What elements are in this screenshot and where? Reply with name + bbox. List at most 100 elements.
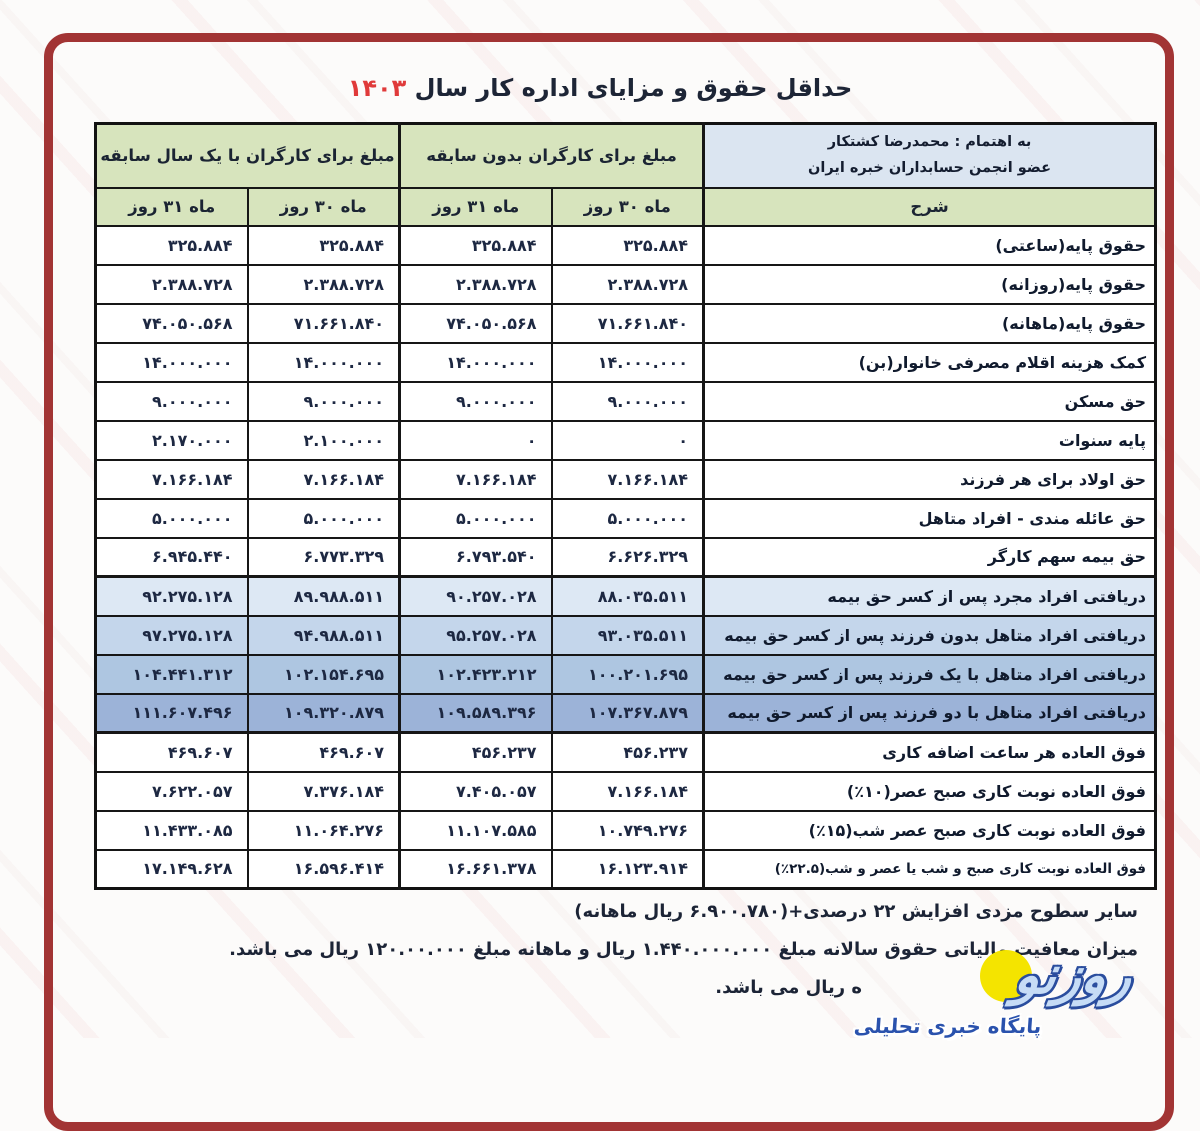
table-row: دریافتی افراد متاهل با یک فرزند پس از کس…	[94, 653, 1157, 695]
footer-note-1: سایر سطوح مزدی افزایش ۲۲ درصدی+(۶.۹۰۰.۷۸…	[574, 901, 1138, 922]
row-label: فوق العاده هر ساعت اضافه کاری	[702, 731, 1157, 773]
row-value: ۹۰.۲۵۷.۰۲۸	[397, 575, 553, 617]
group-header-novice: مبلغ برای کارگران بدون سابقه	[397, 122, 705, 189]
footer-note-3-partial: ه ریال می باشد.	[715, 977, 862, 998]
row-value: ۷.۱۶۶.۱۸۴	[246, 458, 401, 500]
row-value: ۷.۱۶۶.۱۸۴	[550, 770, 705, 812]
row-label: دریافتی افراد متاهل با دو فرزند پس از کس…	[702, 692, 1157, 734]
table-row: حق مسکن ۹.۰۰۰.۰۰۰ ۹.۰۰۰.۰۰۰ ۹.۰۰۰.۰۰۰ ۹.۰۰۰.…	[94, 380, 1157, 422]
row-value: ۶.۶۲۶.۳۲۹	[550, 536, 705, 578]
row-value: ۸۸.۰۳۵.۵۱۱	[550, 575, 705, 617]
row-value: ۱۰۹.۳۲۰.۸۷۹	[246, 692, 401, 734]
row-value: ۱۶.۶۶۱.۳۷۸	[397, 848, 553, 890]
page-title: حداقل حقوق و مزایای اداره کار سال ۱۴۰۳	[0, 74, 1200, 102]
row-value: ۲.۳۸۸.۷۲۸	[94, 263, 249, 305]
logo-name: روزنو	[1011, 946, 1137, 1006]
row-label: حق عائله مندی - افراد متاهل	[702, 497, 1157, 539]
row-value: ۷۱.۶۶۱.۸۴۰	[246, 302, 401, 344]
month30-header-novice: ماه ۳۰ روز	[550, 186, 705, 227]
header-group-row: به اهتمام : محمدرضا کشتکار عضو انجمن حسا…	[94, 122, 1157, 189]
table-row: حقوق پایه(ماهانه) ۷۱.۶۶۱.۸۴۰ ۷۴.۰۵۰.۵۶۸ ۷۱.…	[94, 302, 1157, 344]
roozno-logo: روزنو پایگاه خبری تحلیلی	[848, 946, 1136, 1038]
row-value: ۱۰۹.۵۸۹.۳۹۶	[397, 692, 553, 734]
row-value: ۷.۱۶۶.۱۸۴	[397, 458, 553, 500]
row-value: ۱۰۴.۴۴۱.۳۱۲	[94, 653, 249, 695]
row-value: ۹۴.۹۸۸.۵۱۱	[246, 614, 401, 656]
row-value: ۱۰۲.۱۵۴.۶۹۵	[246, 653, 401, 695]
row-label: فوق العاده نوبت کاری صبح عصر(۱۰٪)	[702, 770, 1157, 812]
table-row: فوق العاده نوبت کاری صبح عصر شب(۱۵٪) ۱۰.۷…	[94, 809, 1157, 851]
row-value: ۳۲۵.۸۸۴	[94, 224, 249, 266]
row-value: ۱۱.۴۳۳.۰۸۵	[94, 809, 249, 851]
table-row: حقوق پایه(روزانه) ۲.۳۸۸.۷۲۸ ۲.۳۸۸.۷۲۸ ۲.۳۸۸…	[94, 263, 1157, 305]
row-value: ۷۴.۰۵۰.۵۶۸	[94, 302, 249, 344]
month31-header-experienced: ماه ۳۱ روز	[94, 186, 249, 227]
row-value: ۱۴.۰۰۰.۰۰۰	[550, 341, 705, 383]
table-row: دریافتی افراد متاهل با دو فرزند پس از کس…	[94, 692, 1157, 734]
row-value: ۴۶۹.۶۰۷	[94, 731, 249, 773]
row-value: ۱۷.۱۴۹.۶۲۸	[94, 848, 249, 890]
row-value: ۴۵۶.۲۳۷	[397, 731, 553, 773]
table-row: فوق العاده نوبت کاری صبح عصر(۱۰٪) ۷.۱۶۶.۱…	[94, 770, 1157, 812]
row-value: ۱۶.۱۲۳.۹۱۴	[550, 848, 705, 890]
logo-sun-icon	[980, 950, 1032, 1002]
row-label: دریافتی افراد متاهل بدون فرزند پس از کسر…	[702, 614, 1157, 656]
row-value: ۹۲.۲۷۵.۱۲۸	[94, 575, 249, 617]
row-value: ۷.۱۶۶.۱۸۴	[550, 458, 705, 500]
row-value: ۲.۱۰۰.۰۰۰	[246, 419, 401, 461]
row-value: ۱۰۲.۴۲۳.۲۱۲	[397, 653, 553, 695]
month31-header-novice: ماه ۳۱ روز	[397, 186, 553, 227]
table-row: حق اولاد برای هر فرزند ۷.۱۶۶.۱۸۴ ۷.۱۶۶.۱۸۴…	[94, 458, 1157, 500]
row-value: ۹۷.۲۷۵.۱۲۸	[94, 614, 249, 656]
row-value: ۷۱.۶۶۱.۸۴۰	[550, 302, 705, 344]
row-label: پایه سنوات	[702, 419, 1157, 461]
row-label: فوق العاده نوبت کاری صبح عصر شب(۱۵٪)	[702, 809, 1157, 851]
row-value: ۹۵.۲۵۷.۰۲۸	[397, 614, 553, 656]
row-value: ۶.۹۴۵.۴۴۰	[94, 536, 249, 578]
row-value: ۹.۰۰۰.۰۰۰	[94, 380, 249, 422]
row-value: ۲.۳۸۸.۷۲۸	[246, 263, 401, 305]
row-value: ۷.۴۰۵.۰۵۷	[397, 770, 553, 812]
row-value: ۳۲۵.۸۸۴	[397, 224, 553, 266]
row-label: کمک هزینه اقلام مصرفی خانوار(بن)	[702, 341, 1157, 383]
table-row: حق بیمه سهم کارگر ۶.۶۲۶.۳۲۹ ۶.۷۹۳.۵۴۰ ۶.۷۷۳…	[94, 536, 1157, 578]
desc-header: شرح	[702, 186, 1157, 227]
row-value: ۴۵۶.۲۳۷	[550, 731, 705, 773]
row-value: ۳۲۵.۸۸۴	[550, 224, 705, 266]
row-label: دریافتی افراد مجرد پس از کسر حق بیمه	[702, 575, 1157, 617]
row-label: حقوق پایه(روزانه)	[702, 263, 1157, 305]
header-subrow: شرح ماه ۳۰ روز ماه ۳۱ روز ماه ۳۰ روز ماه…	[94, 186, 1157, 227]
row-value: ۰	[550, 419, 705, 461]
row-value: ۱۱.۱۰۷.۵۸۵	[397, 809, 553, 851]
title-text: حداقل حقوق و مزایای اداره کار سال	[414, 74, 853, 103]
row-label: حقوق پایه(ساعتی)	[702, 224, 1157, 266]
row-value: ۹.۰۰۰.۰۰۰	[397, 380, 553, 422]
row-value: ۱۴.۰۰۰.۰۰۰	[397, 341, 553, 383]
table-row: حق عائله مندی - افراد متاهل ۵.۰۰۰.۰۰۰ ۵.۰۰…	[94, 497, 1157, 539]
row-value: ۵.۰۰۰.۰۰۰	[550, 497, 705, 539]
row-value: ۲.۳۸۸.۷۲۸	[550, 263, 705, 305]
row-value: ۵.۰۰۰.۰۰۰	[94, 497, 249, 539]
row-value: ۸۹.۹۸۸.۵۱۱	[246, 575, 401, 617]
row-value: ۲.۳۸۸.۷۲۸	[397, 263, 553, 305]
row-label: حق بیمه سهم کارگر	[702, 536, 1157, 578]
table-row: پایه سنوات ۰ ۰ ۲.۱۰۰.۰۰۰ ۲.۱۷۰.۰۰۰	[94, 419, 1157, 461]
row-label: حق مسکن	[702, 380, 1157, 422]
table-row: کمک هزینه اقلام مصرفی خانوار(بن) ۱۴.۰۰۰.۰…	[94, 341, 1157, 383]
table-row: دریافتی افراد مجرد پس از کسر حق بیمه ۸۸.۰…	[94, 575, 1157, 617]
row-value: ۹.۰۰۰.۰۰۰	[550, 380, 705, 422]
row-value: ۶.۷۷۳.۳۲۹	[246, 536, 401, 578]
row-value: ۶.۷۹۳.۵۴۰	[397, 536, 553, 578]
row-value: ۷.۱۶۶.۱۸۴	[94, 458, 249, 500]
row-value: ۷۴.۰۵۰.۵۶۸	[397, 302, 553, 344]
row-value: ۹.۰۰۰.۰۰۰	[246, 380, 401, 422]
row-label: حقوق پایه(ماهانه)	[702, 302, 1157, 344]
row-value: ۷.۶۲۲.۰۵۷	[94, 770, 249, 812]
row-value: ۱۱.۰۶۴.۲۷۶	[246, 809, 401, 851]
row-label: حق اولاد برای هر فرزند	[702, 458, 1157, 500]
footer-note-2: میزان معافیت مالیاتی حقوق سالانه مبلغ ۱.…	[229, 939, 1138, 960]
table-row: فوق العاده هر ساعت اضافه کاری ۴۵۶.۲۳۷ ۴۵۶.…	[94, 731, 1157, 773]
row-value: ۴۶۹.۶۰۷	[246, 731, 401, 773]
credit-line1: به اهتمام : محمدرضا کشتکار	[827, 134, 1032, 151]
table-row: فوق العاده نوبت کاری صبح و شب یا عصر و ش…	[94, 848, 1157, 890]
